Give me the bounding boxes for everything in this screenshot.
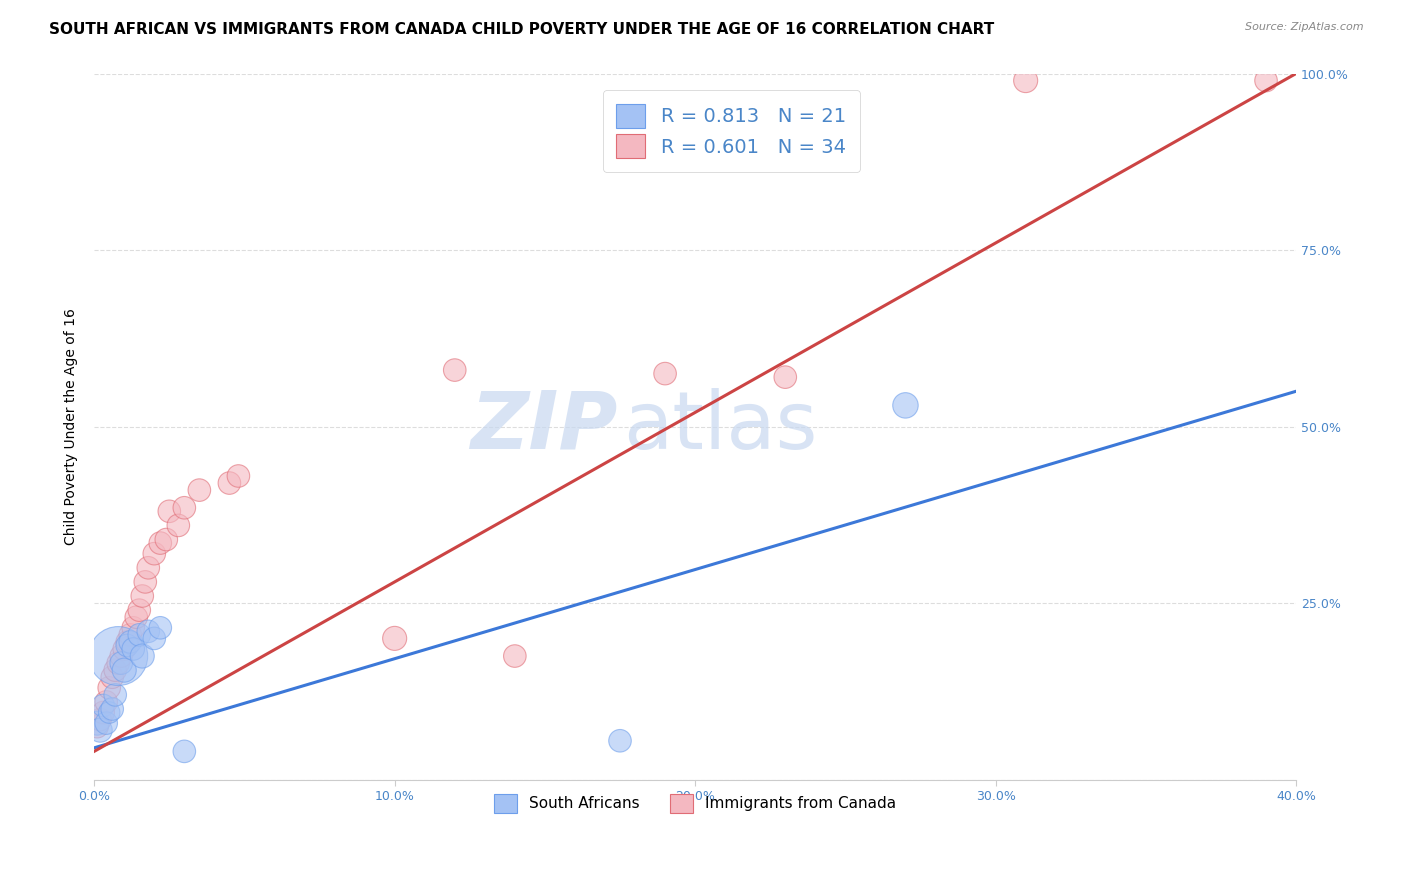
Text: atlas: atlas bbox=[623, 387, 817, 466]
Point bbox=[1254, 73, 1277, 87]
Point bbox=[384, 632, 406, 646]
Text: SOUTH AFRICAN VS IMMIGRANTS FROM CANADA CHILD POVERTY UNDER THE AGE OF 16 CORREL: SOUTH AFRICAN VS IMMIGRANTS FROM CANADA … bbox=[49, 22, 994, 37]
Point bbox=[98, 681, 121, 695]
Point bbox=[101, 670, 124, 684]
Point bbox=[173, 744, 195, 758]
Point bbox=[218, 476, 240, 491]
Point bbox=[104, 663, 127, 677]
Point bbox=[91, 698, 114, 713]
Point bbox=[155, 533, 177, 547]
Point bbox=[188, 483, 211, 497]
Point bbox=[120, 628, 142, 642]
Point bbox=[101, 702, 124, 716]
Point bbox=[86, 716, 108, 731]
Point bbox=[149, 621, 172, 635]
Point bbox=[894, 398, 917, 412]
Point bbox=[143, 547, 166, 561]
Point bbox=[110, 648, 132, 663]
Point bbox=[128, 628, 150, 642]
Point bbox=[104, 688, 127, 702]
Point bbox=[86, 720, 108, 734]
Point bbox=[89, 723, 111, 738]
Point bbox=[609, 733, 631, 747]
Point bbox=[149, 536, 172, 550]
Point bbox=[125, 610, 148, 624]
Point bbox=[115, 635, 138, 649]
Point bbox=[107, 656, 129, 670]
Legend: South Africans, Immigrants from Canada: South Africans, Immigrants from Canada bbox=[482, 782, 908, 825]
Point bbox=[136, 624, 159, 639]
Point bbox=[131, 589, 153, 603]
Point bbox=[91, 706, 114, 720]
Point bbox=[775, 370, 797, 384]
Point bbox=[96, 716, 118, 731]
Point bbox=[115, 639, 138, 653]
Point bbox=[122, 621, 145, 635]
Point bbox=[112, 642, 135, 657]
Point bbox=[143, 632, 166, 646]
Point bbox=[110, 656, 132, 670]
Point bbox=[98, 706, 121, 720]
Point bbox=[120, 635, 142, 649]
Point bbox=[1014, 73, 1036, 87]
Point bbox=[131, 648, 153, 663]
Point bbox=[89, 713, 111, 727]
Point bbox=[228, 469, 250, 483]
Point bbox=[128, 603, 150, 617]
Text: Source: ZipAtlas.com: Source: ZipAtlas.com bbox=[1246, 22, 1364, 32]
Point bbox=[157, 504, 180, 518]
Text: ZIP: ZIP bbox=[470, 387, 617, 466]
Point bbox=[112, 663, 135, 677]
Point bbox=[122, 642, 145, 657]
Point bbox=[96, 695, 118, 709]
Point bbox=[134, 574, 156, 589]
Point bbox=[107, 648, 129, 663]
Point bbox=[503, 648, 526, 663]
Point bbox=[136, 561, 159, 575]
Point bbox=[443, 363, 465, 377]
Point bbox=[167, 518, 190, 533]
Point bbox=[654, 367, 676, 381]
Point bbox=[173, 500, 195, 515]
Y-axis label: Child Poverty Under the Age of 16: Child Poverty Under the Age of 16 bbox=[65, 308, 79, 545]
